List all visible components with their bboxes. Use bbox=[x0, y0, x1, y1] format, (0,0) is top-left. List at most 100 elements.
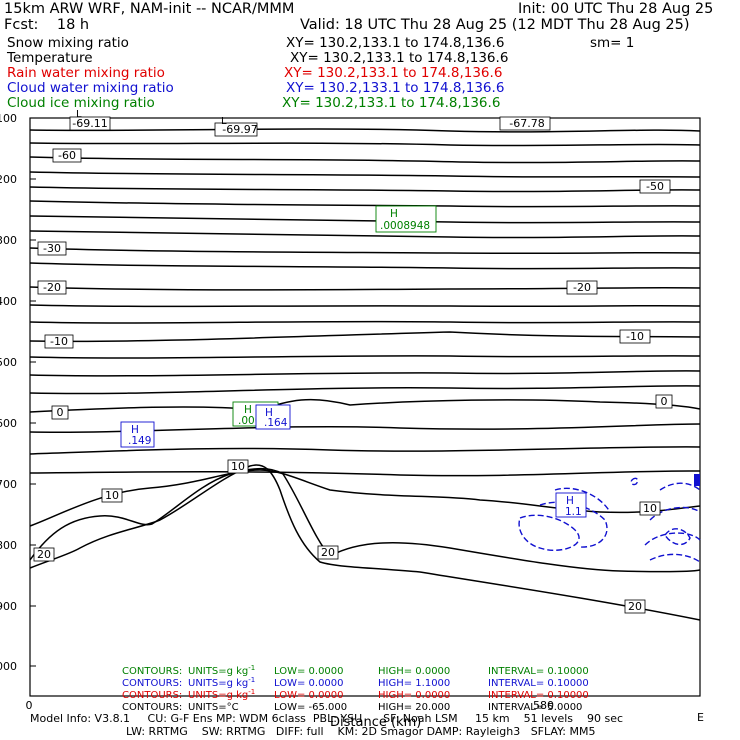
svg-text:H: H bbox=[265, 407, 273, 419]
y-tick-label: 500 bbox=[0, 356, 17, 369]
svg-text:-20: -20 bbox=[43, 281, 61, 294]
svg-text:20: 20 bbox=[628, 600, 642, 613]
y-tick-label: 700 bbox=[0, 478, 17, 491]
svg-text:H: H bbox=[131, 424, 139, 436]
high-markers: H .0008948 H .149 H .00081 H .164 H 1.1 bbox=[120, 205, 587, 518]
isotherm-label: -30 bbox=[37, 241, 67, 256]
svg-text:10: 10 bbox=[105, 489, 119, 502]
high-marker-cloud-water: H .149 bbox=[120, 421, 155, 448]
cloud-water-contour bbox=[554, 487, 611, 513]
isotherm-line bbox=[29, 142, 701, 147]
svg-text:H: H bbox=[244, 404, 252, 416]
svg-text:10: 10 bbox=[643, 502, 657, 515]
isotherm-line bbox=[29, 370, 701, 377]
cloud-water-contour bbox=[649, 506, 701, 521]
svg-text:CONTOURS:: CONTOURS: bbox=[122, 690, 182, 701]
y-tick-label: 600 bbox=[0, 417, 17, 430]
isotherm-label: -20 bbox=[37, 280, 67, 295]
low-marker: L bbox=[221, 116, 227, 127]
svg-text:INTERVAL= 0.10000: INTERVAL= 0.10000 bbox=[488, 666, 589, 677]
isotherm-line bbox=[29, 200, 701, 208]
svg-text:-69.11: -69.11 bbox=[72, 117, 107, 130]
isotherm-line bbox=[29, 247, 701, 255]
contour-info-row: CONTOURS: UNITS=°C LOW= -65.000 HIGH= 20… bbox=[122, 702, 582, 713]
y-tick-label: 900 bbox=[0, 600, 17, 613]
svg-text:UNITS=g kg-1: UNITS=g kg-1 bbox=[188, 664, 255, 677]
svg-text:0: 0 bbox=[57, 406, 64, 419]
x-tick-right-partial: 580 bbox=[533, 699, 554, 712]
svg-text:LOW= -65.000: LOW= -65.000 bbox=[274, 702, 347, 713]
field-xy-cloud-water: XY= 130.2,133.1 to 174.8,136.6 bbox=[286, 80, 505, 96]
svg-text:20: 20 bbox=[37, 548, 51, 561]
isotherm-line bbox=[29, 128, 701, 133]
isotherm-line bbox=[29, 286, 701, 291]
cloud-water-contour bbox=[518, 514, 580, 551]
isotherm-label: 10 bbox=[101, 488, 123, 503]
isotherm-line bbox=[29, 230, 701, 239]
svg-text:20: 20 bbox=[321, 546, 335, 559]
y-tick-label: 300 bbox=[0, 234, 17, 247]
isotherm-line bbox=[29, 464, 701, 621]
isotherm-label: -10 bbox=[619, 329, 651, 344]
y-tick-label: 1000 bbox=[0, 660, 17, 673]
svg-text:-60: -60 bbox=[58, 149, 76, 162]
svg-text:1.1: 1.1 bbox=[565, 506, 582, 518]
cloud-water-contour bbox=[664, 528, 691, 546]
field-xy-temperature: XY= 130.2,133.1 to 174.8,136.6 bbox=[290, 50, 509, 66]
contour-info: CONTOURS: UNITS=g kg-1 LOW= 0.0000 HIGH=… bbox=[122, 664, 589, 713]
cloud-water-fill bbox=[694, 474, 700, 486]
isotherm-line bbox=[29, 446, 701, 455]
isotherm-label: 10 bbox=[639, 501, 661, 516]
isotherm-lines bbox=[29, 128, 701, 621]
svg-text:INTERVAL= 0.10000: INTERVAL= 0.10000 bbox=[488, 690, 589, 701]
field-xy-rain: XY= 130.2,133.1 to 174.8,136.6 bbox=[284, 65, 503, 81]
contour-info-row: CONTOURS: UNITS=g kg-1 LOW= 0.0000 HIGH=… bbox=[122, 664, 589, 677]
svg-text:UNITS=g kg-1: UNITS=g kg-1 bbox=[188, 676, 255, 689]
svg-text:LOW= 0.0000: LOW= 0.0000 bbox=[274, 678, 344, 689]
field-xy-cloud-ice: XY= 130.2,133.1 to 174.8,136.6 bbox=[282, 95, 501, 111]
isotherm-label-group: -69.11 L -69.97 L -67.78 -60 -50 -30 -20… bbox=[33, 109, 673, 614]
svg-text:INTERVAL= 5.0000: INTERVAL= 5.0000 bbox=[488, 702, 582, 713]
svg-text:CONTOURS:: CONTOURS: bbox=[122, 666, 182, 677]
isotherm-label: -69.11 bbox=[69, 116, 111, 131]
y-tick-label: 800 bbox=[0, 539, 17, 552]
cloud-water-contour bbox=[659, 482, 701, 491]
x-tick-left: 0 bbox=[26, 699, 33, 712]
svg-text:LOW= 0.0000: LOW= 0.0000 bbox=[274, 666, 344, 677]
svg-text:-30: -30 bbox=[43, 242, 61, 255]
x-axis-label: Distance (km) bbox=[330, 715, 421, 730]
field-xy-snow: XY= 130.2,133.1 to 174.8,136.6 bbox=[286, 35, 505, 51]
isotherm-line bbox=[29, 262, 701, 270]
svg-text:HIGH= 0.0000: HIGH= 0.0000 bbox=[378, 690, 450, 701]
cloud-water-contours bbox=[518, 477, 701, 563]
isotherm-label: -10 bbox=[44, 334, 74, 349]
svg-text:10: 10 bbox=[231, 460, 245, 473]
svg-text:HIGH= 20.000: HIGH= 20.000 bbox=[378, 702, 450, 713]
isotherm-label: 0 bbox=[655, 394, 673, 409]
svg-text:UNITS=°C: UNITS=°C bbox=[188, 702, 239, 713]
model-info-line1: Model Info: V3.8.1 CU: G-F Ens MP: WDM 6… bbox=[30, 712, 624, 725]
low-marker: L bbox=[76, 109, 82, 120]
valid-time: Valid: 18 UTC Thu 28 Aug 25 (12 MDT Thu … bbox=[300, 17, 690, 33]
svg-text:.149: .149 bbox=[128, 435, 151, 447]
isotherm-label: 20 bbox=[317, 545, 339, 560]
isotherm-line bbox=[29, 468, 701, 573]
isotherm-label: -20 bbox=[566, 280, 598, 295]
isotherm-line bbox=[29, 385, 701, 395]
contour-info-row: CONTOURS: UNITS=g kg-1 LOW= 0.0000 HIGH=… bbox=[122, 676, 589, 689]
x-end-label: E bbox=[697, 711, 704, 724]
y-tick-label: 100 bbox=[0, 112, 17, 125]
svg-text:.164: .164 bbox=[264, 417, 288, 429]
y-tick-label: 200 bbox=[0, 173, 17, 186]
isotherm-line bbox=[29, 186, 701, 193]
isotherm-line bbox=[29, 398, 701, 413]
isotherm-label: 20 bbox=[624, 599, 646, 614]
svg-text:HIGH= 1.1000: HIGH= 1.1000 bbox=[378, 678, 450, 689]
field-name-cloud-water: Cloud water mixing ratio bbox=[7, 80, 174, 96]
field-name-snow: Snow mixing ratio bbox=[7, 35, 129, 51]
svg-text:-10: -10 bbox=[626, 330, 644, 343]
model-info-line2: LW: RRTMG SW: RRTMG DIFF: full KM: 2D Sm… bbox=[126, 725, 596, 738]
isotherm-line bbox=[29, 156, 701, 164]
high-marker-cloud-water: H 1.1 bbox=[555, 492, 587, 518]
field-name-rain: Rain water mixing ratio bbox=[7, 65, 165, 81]
